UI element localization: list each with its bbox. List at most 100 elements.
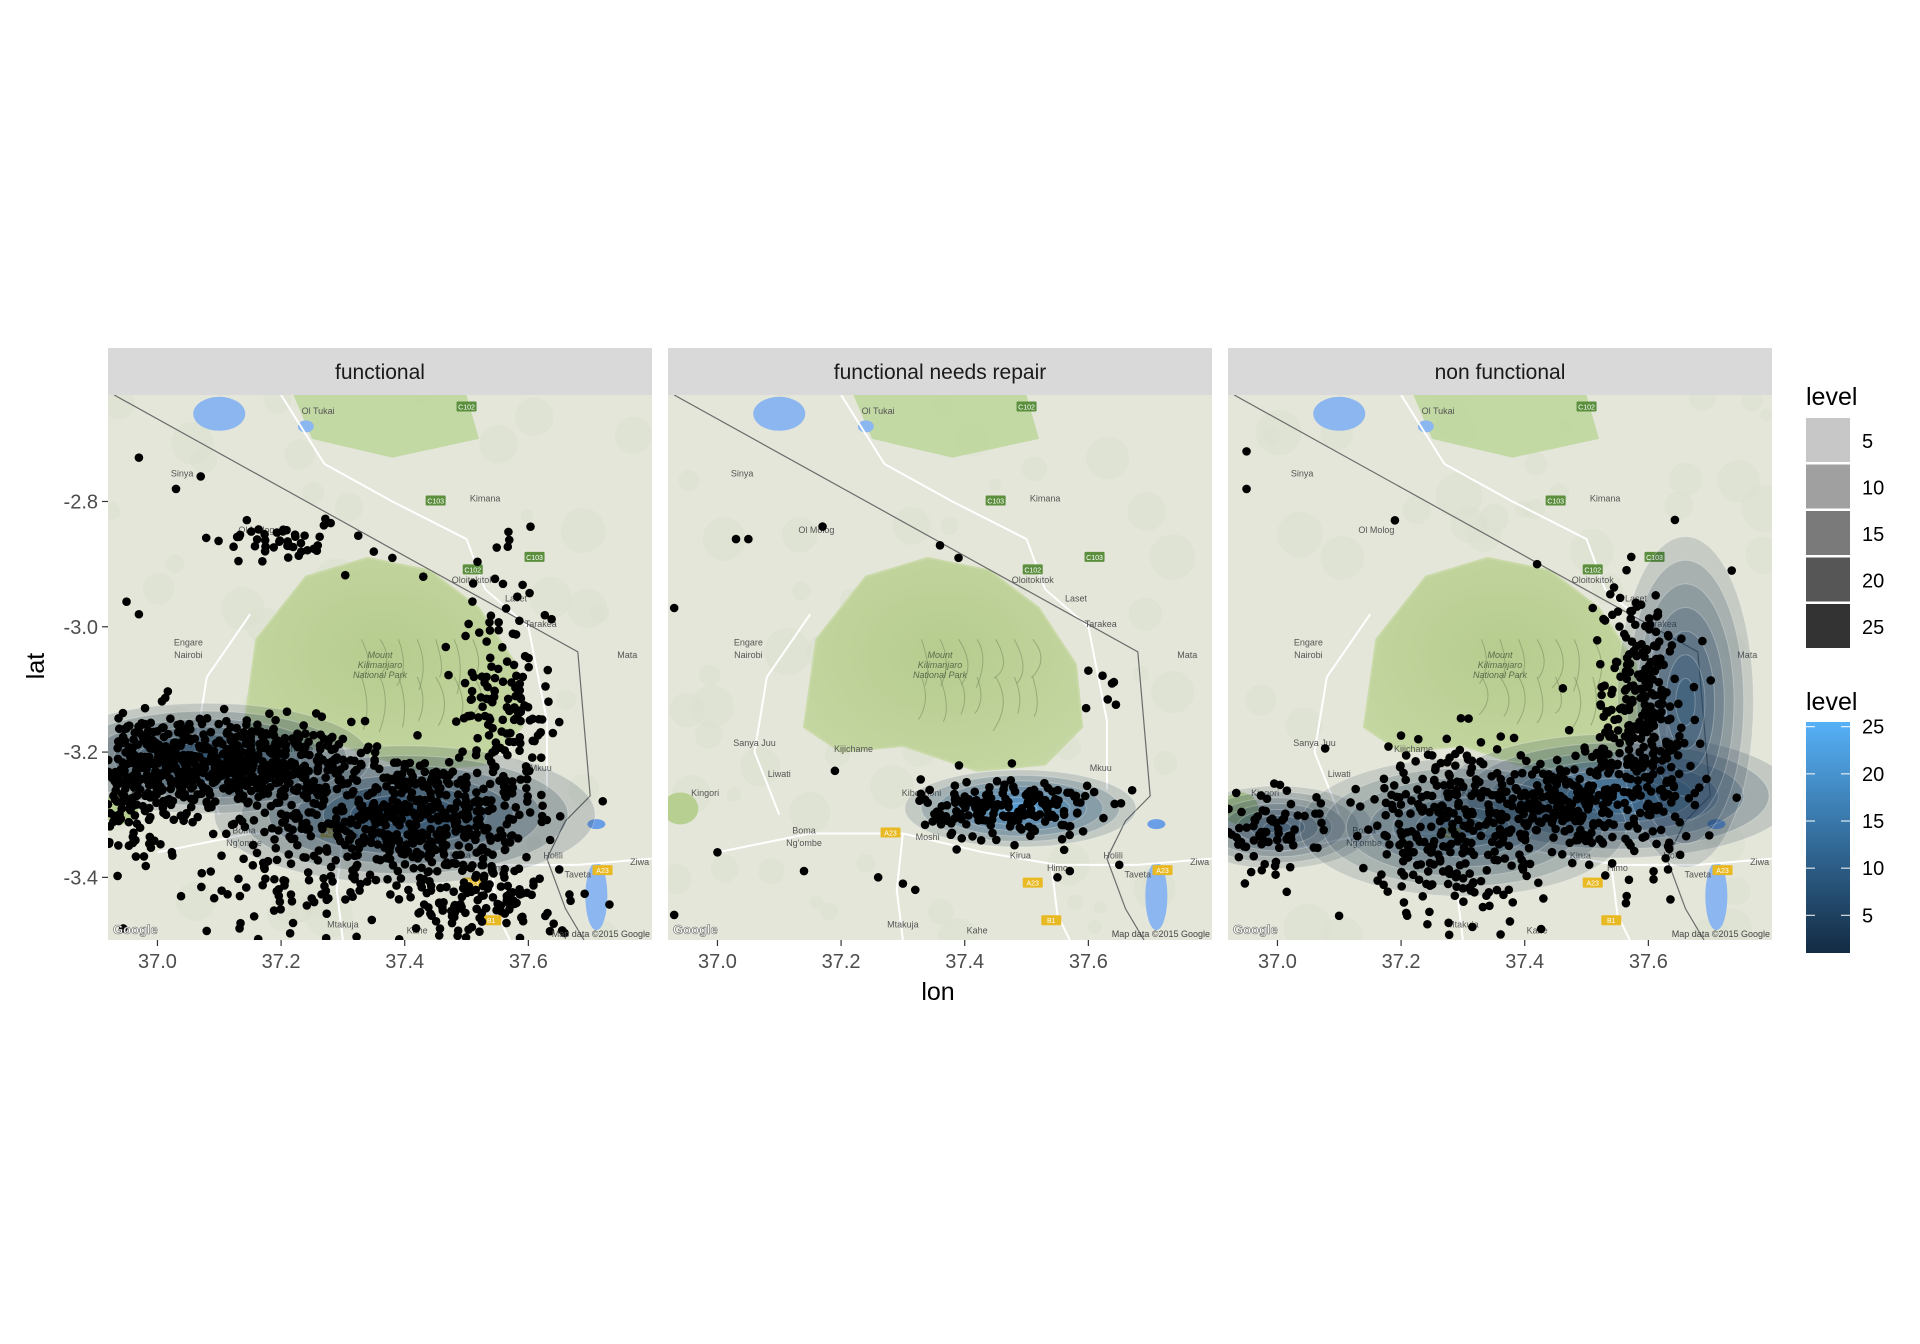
data-point [1520,830,1530,839]
data-point [350,767,359,777]
data-point [1242,447,1251,456]
data-point [1435,816,1445,826]
data-point [1621,772,1631,782]
data-point [133,777,143,787]
x-axes: 37.0 37.2 37.4 37.6 37.0 37.2 37.4 37.6 37.0 37.2… [138,940,1668,973]
data-point [1089,787,1099,797]
x-tick-label: 37.6 [1069,951,1108,973]
data-point [1524,843,1534,853]
x-tick-label: 37.2 [822,951,861,973]
data-point [167,847,177,857]
data-point [167,761,177,770]
data-point [1483,850,1493,860]
data-point [1584,782,1593,792]
data-point [1670,515,1680,525]
data-point [1505,917,1515,926]
data-point [511,630,521,639]
data-point [542,815,552,825]
data-point [548,728,558,738]
terrain-ridge [974,676,982,714]
terrain-ridge [958,639,969,686]
data-point [1667,774,1677,784]
terrain-texture [870,765,914,809]
data-point [451,717,461,726]
data-point [300,531,309,540]
place-label: Ziwa [1190,857,1209,867]
data-point [1674,769,1684,779]
place-label: Sinya [1291,468,1314,478]
terrain-texture [1302,791,1336,825]
terrain-ridge [920,639,929,686]
data-point [1469,878,1478,887]
data-point [480,678,489,688]
data-point [330,754,340,764]
data-point [1606,759,1615,769]
data-point [1260,859,1270,869]
place-label: Tarakea [1645,619,1677,629]
data-point [244,747,254,757]
data-point [249,912,259,921]
data-point [145,832,155,842]
data-point [1506,776,1515,786]
data-point [962,777,971,787]
data-point [1035,793,1044,803]
data-point [1316,799,1326,808]
place-label: Ol Tukai [862,406,895,416]
data-point [477,917,487,926]
data-point [461,933,471,940]
data-point [1228,804,1233,814]
road-line [840,395,1108,790]
data-point [1284,831,1293,841]
place-label: Ol Tukai [302,406,335,416]
data-point [394,934,404,940]
data-point [466,887,476,897]
reserve-area [293,395,479,458]
data-point [499,869,508,879]
place-label: Kahe [967,926,988,936]
data-point [196,472,206,481]
data-point [340,570,350,580]
data-point [1670,791,1680,801]
data-point [1564,808,1574,818]
road-badge-label: A23 [1026,881,1039,888]
x-tick-label: 37.4 [385,951,424,973]
data-point [1632,785,1641,795]
place-label: Ng'ombe [1346,838,1382,848]
data-point [274,891,284,901]
data-point [1364,825,1373,834]
road-badge [425,495,446,506]
data-point [392,881,401,890]
data-point [404,885,413,895]
data-point [253,720,262,730]
data-point [229,753,238,762]
data-point [1677,634,1686,644]
data-point [502,657,512,666]
data-point [306,831,316,841]
data-point [1286,799,1296,809]
data-point [201,533,211,543]
data-point [365,870,375,880]
data-point [554,865,564,874]
data-point [1116,798,1126,808]
data-point [258,557,267,566]
data-point [1496,774,1506,784]
data-point [454,841,464,850]
data-point [951,793,960,802]
data-point [108,800,113,809]
data-point [1063,788,1072,797]
x-tick-label: 37.4 [945,951,984,973]
data-point [1234,852,1244,862]
facet-strip [1228,348,1772,395]
data-point [1399,871,1409,880]
data-point [525,588,534,598]
data-point [394,837,404,847]
place-label: Moshi [1476,832,1500,842]
data-point [1624,705,1634,715]
data-point [1281,809,1290,819]
place-label: Ng'ombe [786,838,822,848]
data-point [433,835,443,844]
terrain-ridge [993,639,1005,679]
data-point [1257,839,1266,849]
data-point [366,838,376,848]
place-label: Kimana [470,493,501,503]
